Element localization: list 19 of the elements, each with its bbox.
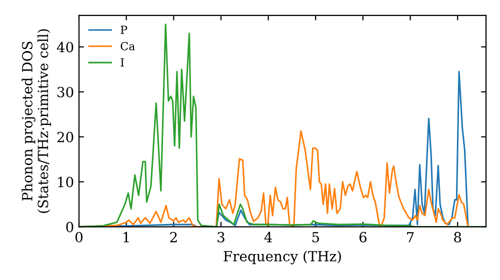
x-tick-label: 0	[75, 232, 82, 242]
x-tick-label: 2	[170, 232, 177, 242]
legend-label: I	[120, 58, 124, 66]
x-tick-label: 5	[312, 232, 319, 242]
y-tick-label: 30	[58, 86, 74, 98]
x-tick-label: 4	[264, 232, 272, 242]
x-tick-label: 7	[407, 232, 414, 242]
legend-label: Ca	[120, 42, 135, 50]
x-tick-label: 6	[359, 232, 366, 242]
y-tick-label: 20	[57, 132, 74, 142]
x-tick-label: 3	[218, 232, 224, 242]
x-tick-label: 1	[124, 232, 129, 242]
y-tick-label: 0	[66, 222, 74, 232]
legend-label: P	[120, 26, 128, 34]
y-tick-label: 10	[58, 176, 74, 188]
x-axis-title: Frequency (THz)	[224, 250, 341, 264]
x-tick-label: 8	[454, 232, 462, 242]
y-axis-title: Phonon projected DOS (States/THz·primitive cell)	[22, 29, 51, 213]
y-tick-label: 40	[56, 42, 74, 52]
